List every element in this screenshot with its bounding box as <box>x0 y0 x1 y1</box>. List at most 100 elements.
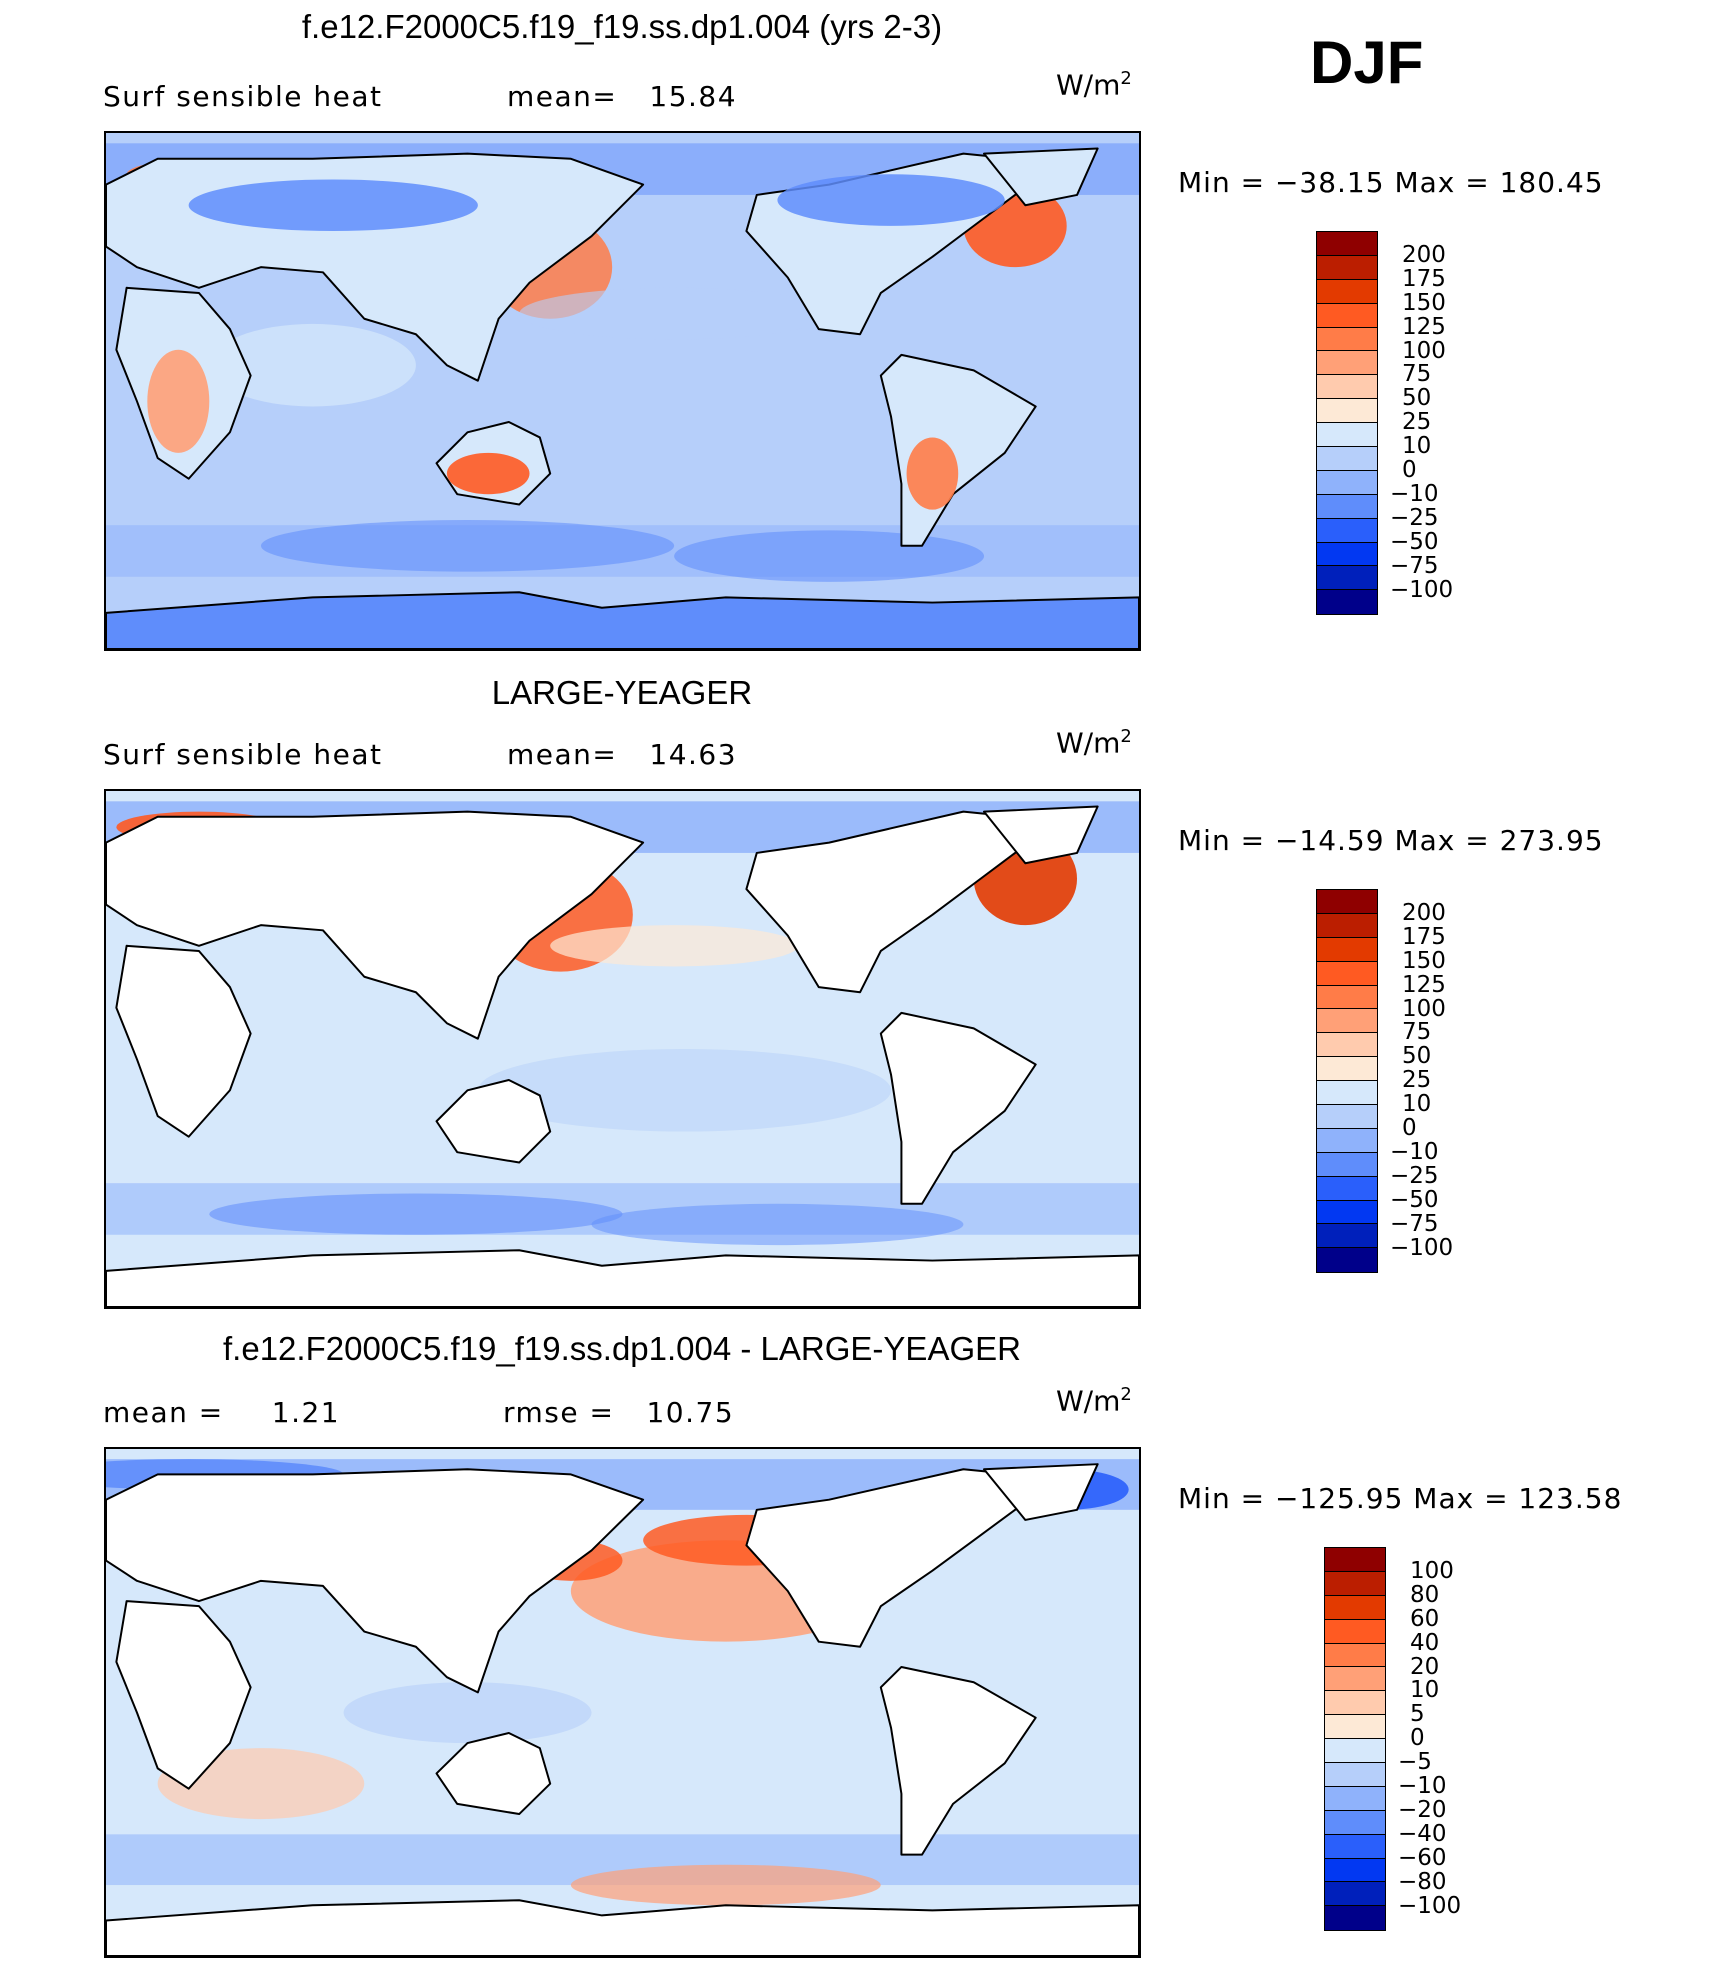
colorbar-swatch <box>1316 326 1378 352</box>
land-cold-patch <box>777 174 1005 226</box>
colorbar-swatch <box>1324 1762 1386 1788</box>
colorbar-label: 0 <box>1402 457 1417 483</box>
colorbar-swatch <box>1316 589 1378 615</box>
panel-1-mean-value: 15.84 <box>649 80 738 113</box>
colorbar-label: −100 <box>1390 1234 1454 1261</box>
field-anomaly-blob <box>477 1049 892 1132</box>
panel-3-units: W/m2 <box>1056 1384 1132 1418</box>
colorbar-label: 200 <box>1402 899 1446 926</box>
colorbar-label: 5 <box>1410 1701 1425 1728</box>
field-anomaly-blob <box>209 323 416 407</box>
colorbar-swatch <box>1324 1618 1386 1645</box>
panel-3-rmse-value: 10.75 <box>646 1396 735 1429</box>
continent-outline <box>435 1731 552 1816</box>
colorbar-swatch <box>1316 254 1378 281</box>
colorbar-label: 175 <box>1402 265 1446 292</box>
panel-1-variable-label: Surf sensible heat <box>103 80 383 113</box>
field-anomaly-blob <box>260 520 675 572</box>
colorbar-label: 125 <box>1402 313 1446 340</box>
colorbar-swatch <box>1316 398 1378 424</box>
colorbar-swatch <box>1316 889 1378 915</box>
world-map-icon <box>106 791 1139 1307</box>
colorbar-swatch <box>1324 1809 1386 1836</box>
colorbar-label: −100 <box>1398 1892 1462 1919</box>
colorbar-label: −80 <box>1398 1868 1447 1895</box>
colorbar-label: −25 <box>1390 1162 1439 1189</box>
colorbar-swatch <box>1316 517 1378 544</box>
colorbar-label: 200 <box>1402 241 1446 268</box>
colorbar-swatch <box>1324 1642 1386 1668</box>
colorbar-swatch <box>1324 1714 1386 1740</box>
panel-1-title: f.e12.F2000C5.f19_f19.ss.dp1.004 (yrs 2-… <box>301 8 943 45</box>
panel-2-map <box>104 789 1141 1309</box>
field-anomaly-blob <box>209 1193 623 1235</box>
colorbar-label: 50 <box>1402 1043 1432 1070</box>
colorbar-label: 10 <box>1402 1091 1432 1118</box>
panel-2-mean-label: mean= 14.63 <box>507 738 738 771</box>
colorbar-label: −20 <box>1398 1796 1447 1823</box>
colorbar-label: −10 <box>1390 1138 1439 1165</box>
continent-outline <box>106 591 1139 649</box>
colorbar-label: 40 <box>1410 1629 1440 1656</box>
colorbar-swatch <box>1316 1127 1378 1154</box>
panel-1-colorbar: 200 175 150 125 100 75 50 25 10 0 −10 −25 −50 −75 −100 <box>1316 231 1453 615</box>
colorbar-swatch <box>1324 1547 1386 1573</box>
continent-outline <box>983 1463 1099 1521</box>
field-anomaly-blob <box>570 1864 881 1906</box>
panel-2-units: W/m2 <box>1056 726 1132 760</box>
colorbar-label: 50 <box>1402 385 1432 412</box>
colorbar-swatch <box>1324 1785 1386 1812</box>
colorbar-swatch <box>1316 1175 1378 1202</box>
colorbar-swatch <box>1316 231 1378 257</box>
colorbar-label: −75 <box>1390 1210 1439 1237</box>
colorbar-label: −5 <box>1398 1749 1432 1776</box>
colorbar-swatch <box>1324 1833 1386 1860</box>
panel-3-rmse-label: rmse = 10.75 <box>503 1396 735 1429</box>
colorbar-swatch <box>1316 1151 1378 1178</box>
colorbar-swatch <box>1316 422 1378 448</box>
colorbar-swatch <box>1316 1104 1378 1130</box>
continent-outline <box>106 810 645 1040</box>
panel-1-map <box>104 131 1141 651</box>
continent-outline <box>745 810 1068 994</box>
colorbar-label: −60 <box>1398 1844 1447 1871</box>
land-warm-patch <box>446 452 530 495</box>
field-anomaly-blob <box>343 1682 592 1744</box>
colorbar-swatch <box>1324 1857 1386 1883</box>
colorbar-label: 25 <box>1402 409 1432 436</box>
continent-outline <box>983 805 1099 865</box>
panel-1-minmax: Min = −38.15 Max = 180.45 <box>1178 166 1604 199</box>
colorbar-label: 100 <box>1402 995 1446 1022</box>
panel-2-mean-value: 14.63 <box>649 738 738 771</box>
continent-outline <box>983 147 1099 207</box>
field-anomaly-blob <box>550 925 799 967</box>
continent-outline <box>115 944 252 1138</box>
colorbar-label: 100 <box>1410 1557 1454 1584</box>
colorbar-swatch <box>1324 1881 1386 1907</box>
field-anomaly-blob <box>674 530 985 582</box>
colorbar-swatch <box>1316 1056 1378 1082</box>
colorbar-label: −40 <box>1398 1820 1447 1847</box>
colorbar-swatch <box>1316 984 1378 1010</box>
continent-outline <box>106 1899 1139 1956</box>
colorbar-label: −50 <box>1390 528 1439 555</box>
colorbar-swatch <box>1316 350 1378 376</box>
colorbar-label: 100 <box>1402 337 1446 364</box>
world-map-icon <box>106 133 1139 649</box>
continent-outline <box>879 1011 1037 1205</box>
panel-3-map <box>104 1447 1141 1958</box>
panel-1-mean-label: mean= 15.84 <box>507 80 738 113</box>
colorbar-swatch <box>1316 1008 1378 1034</box>
colorbar-label: −10 <box>1390 480 1439 507</box>
panel-2-colorbar: 200 175 150 125 100 75 50 25 10 0 −10 −25 −50 −75 −100 <box>1316 889 1453 1273</box>
colorbar-swatch <box>1316 936 1378 963</box>
colorbar-swatch <box>1316 469 1378 496</box>
colorbar-label: 10 <box>1402 433 1432 460</box>
colorbar-swatch <box>1316 1223 1378 1249</box>
colorbar-swatch <box>1316 446 1378 472</box>
panel-3-title: f.e12.F2000C5.f19_f19.ss.dp1.004 - LARGE… <box>223 1330 1021 1367</box>
colorbar-label: 125 <box>1402 971 1446 998</box>
land-warm-patch <box>147 349 210 453</box>
colorbar-label: 80 <box>1410 1581 1440 1608</box>
colorbar-swatch <box>1316 912 1378 939</box>
